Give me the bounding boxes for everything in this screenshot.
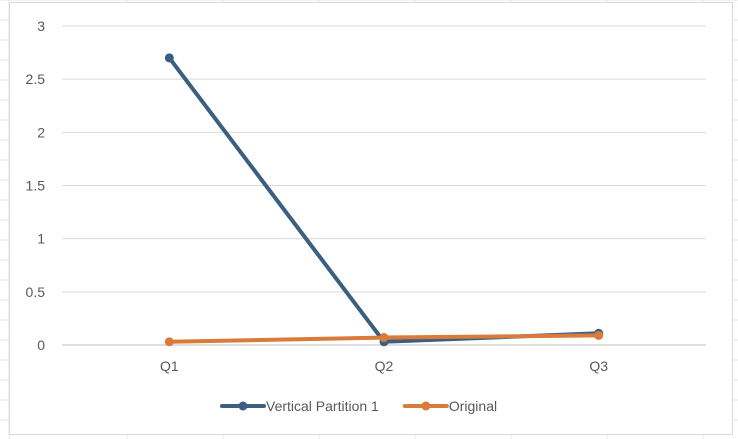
legend-marker-swatch xyxy=(421,401,431,411)
y-tick-label: 3 xyxy=(37,18,45,34)
y-tick-label: 2 xyxy=(37,124,45,140)
x-axis: Q1 Q2 Q3 xyxy=(160,358,608,374)
legend-label: Original xyxy=(449,398,497,414)
data-point[interactable] xyxy=(594,330,604,340)
y-tick-label: 1.5 xyxy=(26,178,46,194)
y-tick-label: 0.5 xyxy=(26,284,46,300)
y-tick-label: 2.5 xyxy=(26,71,46,87)
series-2[interactable] xyxy=(164,330,604,347)
data-point[interactable] xyxy=(164,53,174,63)
legend-item-2[interactable]: Original xyxy=(402,398,497,414)
legend-item-1[interactable]: Vertical Partition 1 xyxy=(220,398,379,414)
x-tick-label: Q3 xyxy=(589,358,608,374)
legend[interactable]: Vertical Partition 1 Original xyxy=(220,398,497,414)
series-line[interactable] xyxy=(167,55,601,344)
y-axis: 0 0.5 1 1.5 2 2.5 3 xyxy=(26,18,46,353)
y-tick-label: 0 xyxy=(37,337,45,353)
x-tick-label: Q2 xyxy=(375,358,394,374)
y-tick-label: 1 xyxy=(37,231,45,247)
chart-gridlines xyxy=(62,25,706,346)
chart-area[interactable] xyxy=(9,2,733,435)
series-layer xyxy=(164,53,604,347)
series-1[interactable] xyxy=(164,53,604,347)
legend-marker-swatch xyxy=(238,401,248,411)
x-tick-label: Q1 xyxy=(160,358,179,374)
legend-label: Vertical Partition 1 xyxy=(266,398,379,414)
data-point[interactable] xyxy=(379,333,389,343)
data-point[interactable] xyxy=(164,337,174,347)
